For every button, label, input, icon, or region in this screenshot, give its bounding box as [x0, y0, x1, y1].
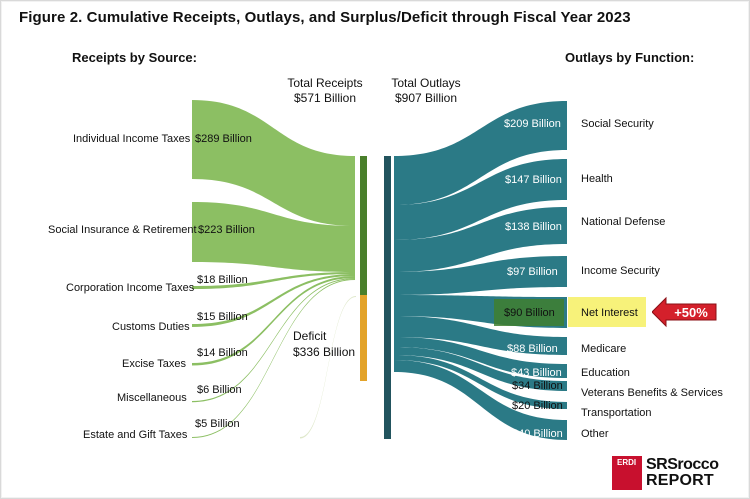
outlays-header: Outlays by Function:: [565, 50, 695, 65]
outlay-band-other: [394, 360, 567, 440]
receipt-value-excise-taxes: $14 Billion: [197, 347, 248, 359]
receipt-value-social-insurance: $223 Billion: [198, 224, 255, 236]
logo-line2: REPORT: [646, 472, 714, 489]
logo-mark-text: ERDI: [617, 458, 637, 467]
outlay-band-income-security: [394, 256, 567, 295]
net-interest-highlight: [568, 297, 646, 327]
total-receipts-label: Total Receipts: [287, 76, 363, 90]
outlay-band-veterans: [394, 347, 567, 391]
outlay-value-veterans: $34 Billion: [512, 380, 563, 392]
outlay-band-transportation: [394, 355, 567, 409]
outlay-band-education: [394, 337, 567, 378]
outlay-label-health: Health: [581, 173, 613, 185]
deficit-value: $336 Billion: [293, 345, 356, 359]
total-outlays-bar: [384, 156, 391, 439]
outlay-label-education: Education: [581, 367, 630, 379]
receipt-band-estate-gift-taxes: [192, 279, 355, 438]
receipt-band-individual-income-taxes: [192, 100, 355, 226]
total-receipts: Total Receipts $571 Billion: [282, 76, 368, 106]
deficit-guide-band: [300, 296, 356, 439]
outlay-value-health: $147 Billion: [505, 174, 562, 186]
receipt-label-individual-income-taxes: Individual Income Taxes: [73, 133, 191, 145]
outlay-value-medicare: $88 Billion: [507, 343, 558, 355]
receipts-header: Receipts by Source:: [72, 50, 197, 65]
callout-text: +50%: [674, 305, 708, 320]
outlay-value-other: $40 Billion: [512, 428, 563, 440]
outlay-band-social-security: [394, 101, 567, 205]
deficit-bar: [360, 295, 367, 381]
receipt-label-estate-gift-taxes: Estate and Gift Taxes: [83, 429, 188, 441]
receipt-value-miscellaneous: $6 Billion: [197, 384, 242, 396]
logo-mark: ERDI: [612, 456, 642, 490]
total-outlays: Total Outlays $907 Billion: [383, 76, 469, 106]
receipt-label-customs-duties: Customs Duties: [112, 321, 190, 333]
outlay-label-net-interest: Net Interest: [581, 307, 638, 319]
receipt-band-customs-duties: [192, 274, 355, 327]
receipt-value-corporation-income-taxes: $18 Billion: [197, 274, 248, 286]
receipt-value-estate-gift-taxes: $5 Billion: [195, 418, 240, 430]
outlay-label-income-security: Income Security: [581, 265, 660, 277]
receipt-value-customs-duties: $15 Billion: [197, 311, 248, 323]
outlay-band-national-defense: [394, 207, 567, 272]
figure-title: Figure 2. Cumulative Receipts, Outlays, …: [19, 9, 631, 26]
outlay-label-veterans: Veterans Benefits & Services: [581, 387, 723, 399]
outlay-value-national-defense: $138 Billion: [505, 221, 562, 233]
outlay-label-national-defense: National Defense: [581, 216, 666, 228]
outlay-label-other: Other: [581, 428, 609, 440]
deficit-title: Deficit: [293, 329, 327, 343]
receipt-band-corporation-income-taxes: [192, 272, 355, 289]
outlay-band-medicare: [394, 316, 567, 355]
net-interest-value-highlight: [494, 299, 564, 326]
receipt-label-social-insurance: Social Insurance & Retirement: [48, 224, 197, 236]
receipt-band-excise-taxes: [192, 276, 355, 366]
receipt-label-miscellaneous: Miscellaneous: [117, 392, 187, 404]
receipt-band-social-insurance: [192, 202, 355, 272]
total-receipts-value: $571 Billion: [293, 91, 357, 105]
logo-line1: SRSrocco: [646, 456, 719, 473]
total-receipts-bar: [360, 156, 367, 295]
outlay-band-health: [394, 159, 567, 240]
deficit-label: Deficit $336 Billion: [293, 328, 355, 360]
srsrocco-report-logo: ERDI SRSrocco REPORT: [612, 456, 742, 490]
outlay-label-transportation: Transportation: [581, 407, 652, 419]
plus-fifty-percent-callout: +50%: [652, 296, 717, 328]
total-outlays-label: Total Outlays: [391, 76, 461, 90]
receipt-label-corporation-income-taxes: Corporation Income Taxes: [66, 282, 195, 294]
outlay-value-net-interest: $90 Billion: [504, 307, 555, 319]
receipt-label-excise-taxes: Excise Taxes: [122, 358, 186, 370]
outlay-value-income-security: $97 Billion: [507, 266, 558, 278]
outlay-value-social-security: $209 Billion: [504, 118, 561, 130]
outlay-label-social-security: Social Security: [581, 118, 654, 130]
outlay-value-education: $43 Billion: [511, 367, 562, 379]
outlay-value-transportation: $20 Billion: [512, 400, 563, 412]
receipt-band-miscellaneous: [192, 278, 355, 403]
receipt-value-individual-income-taxes: $289 Billion: [195, 133, 252, 145]
outlay-label-medicare: Medicare: [581, 343, 627, 355]
total-outlays-value: $907 Billion: [394, 91, 458, 105]
